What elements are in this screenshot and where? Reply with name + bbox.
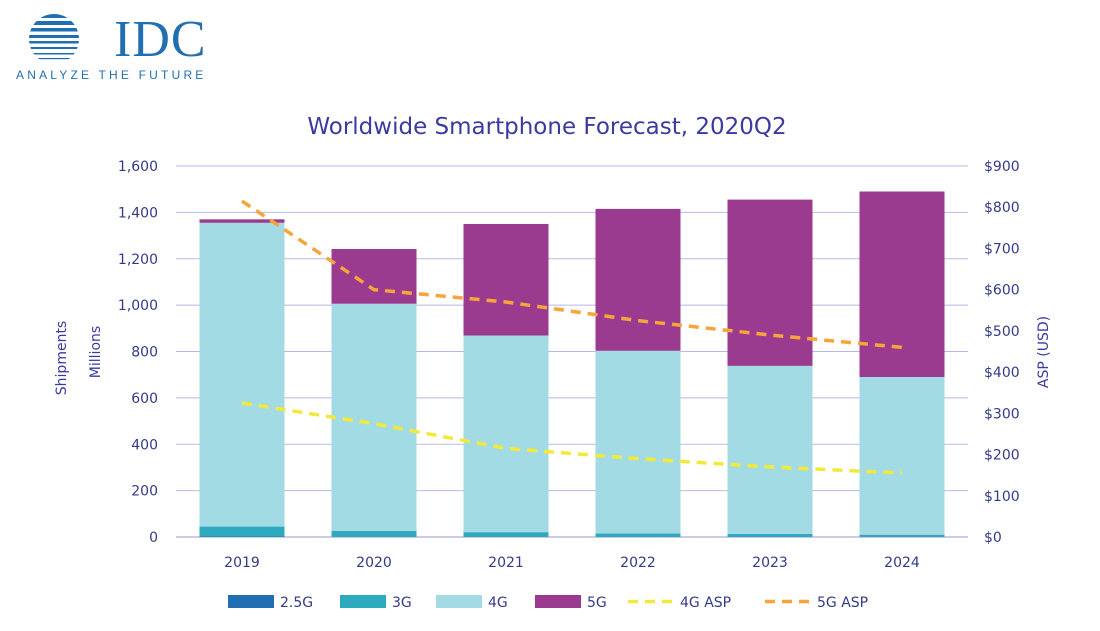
x-tick-label-2024: 2024 — [884, 555, 920, 571]
left-tick-label: 800 — [131, 345, 158, 361]
right-tick-label: $700 — [984, 241, 1020, 257]
right-tick-label: $900 — [984, 159, 1020, 175]
legend-label-4g: 4G — [488, 595, 508, 611]
bar-3g-2024 — [859, 534, 945, 537]
x-tick-label-2019: 2019 — [224, 555, 260, 571]
right-tick-label: $600 — [984, 283, 1020, 299]
chart-title: Worldwide Smartphone Forecast, 2020Q2 — [307, 114, 786, 140]
bar-5g-2023 — [727, 199, 813, 366]
legend-swatch-5g — [535, 595, 581, 608]
legend-label-2-5g: 2.5G — [280, 595, 313, 611]
left-tick-label: 1,400 — [118, 205, 158, 221]
right-tick-label: $300 — [984, 406, 1020, 422]
bar-3g-2020 — [331, 530, 417, 537]
left-axis-title-2: Millions — [88, 326, 104, 378]
right-axis-title: ASP (USD) — [1036, 316, 1052, 388]
bar-4g-2023 — [727, 365, 813, 534]
bar-5g-2021 — [463, 223, 549, 336]
legend-swatch-3g — [340, 595, 386, 608]
bar-3g-2021 — [463, 532, 549, 537]
bar-4g-2022 — [595, 350, 681, 534]
x-axis-ticks: 2019 2020 2021 2022 2023 2024 — [224, 555, 920, 571]
idc-logo: IDC ANALYZE THE FUTURE — [14, 11, 214, 84]
idc-globe-icon — [29, 14, 79, 60]
bar-4g-2021 — [463, 335, 549, 533]
asp-lines — [241, 199, 903, 475]
legend-label-3g: 3G — [392, 595, 412, 611]
x-tick-label-2020: 2020 — [356, 555, 392, 571]
bar-5g-2024 — [859, 191, 945, 378]
right-tick-label: $100 — [984, 489, 1020, 505]
legend: 2.5G 3G 4G 5G 4G ASP 5G ASP — [228, 595, 868, 611]
left-tick-label: 1,200 — [118, 252, 158, 268]
bars — [199, 191, 945, 537]
left-tick-label: 400 — [131, 437, 158, 453]
left-tick-label: 200 — [131, 484, 158, 500]
x-tick-label-2022: 2022 — [620, 555, 656, 571]
legend-swatch-2-5g — [228, 595, 274, 608]
bar-5g-2019 — [199, 219, 285, 223]
logo-wordmark: IDC — [114, 11, 207, 68]
right-tick-label: $500 — [984, 324, 1020, 340]
legend-label-4g-asp: 4G ASP — [680, 595, 731, 611]
bar-5g-2022 — [595, 208, 681, 351]
bar-3g-2019 — [199, 526, 285, 537]
logo-tagline: ANALYZE THE FUTURE — [16, 68, 207, 82]
right-tick-label: $400 — [984, 365, 1020, 381]
left-tick-label: 600 — [131, 391, 158, 407]
right-axis-ticks: $0 $100 $200 $300 $400 $500 $600 $700 $800 $900 — [984, 159, 1020, 546]
bar-3g-2022 — [595, 533, 681, 537]
left-tick-label: 1,600 — [118, 159, 158, 175]
left-tick-label: 0 — [149, 530, 158, 546]
left-tick-label: 1,000 — [118, 298, 158, 314]
bar-3g-2023 — [727, 533, 813, 537]
x-tick-label-2023: 2023 — [752, 555, 788, 571]
line-5g-asp — [241, 199, 903, 350]
right-tick-label: $200 — [984, 448, 1020, 464]
gridlines — [176, 165, 968, 538]
right-tick-label: $0 — [984, 530, 1002, 546]
bar-4g-2019 — [199, 222, 285, 527]
left-axis-ticks: 0 200 400 600 800 1,000 1,200 1,400 1,600 — [118, 159, 158, 546]
line-4g-asp — [241, 401, 903, 475]
right-tick-label: $800 — [984, 200, 1020, 216]
bar-4g-2020 — [331, 303, 417, 531]
legend-swatch-4g — [436, 595, 482, 608]
legend-label-5g-asp: 5G ASP — [817, 595, 868, 611]
x-tick-label-2021: 2021 — [488, 555, 524, 571]
bar-4g-2024 — [859, 377, 945, 535]
bar-5g-2020 — [331, 249, 417, 304]
left-axis-title-1: Shipments — [54, 321, 70, 395]
legend-label-5g: 5G — [587, 595, 607, 611]
